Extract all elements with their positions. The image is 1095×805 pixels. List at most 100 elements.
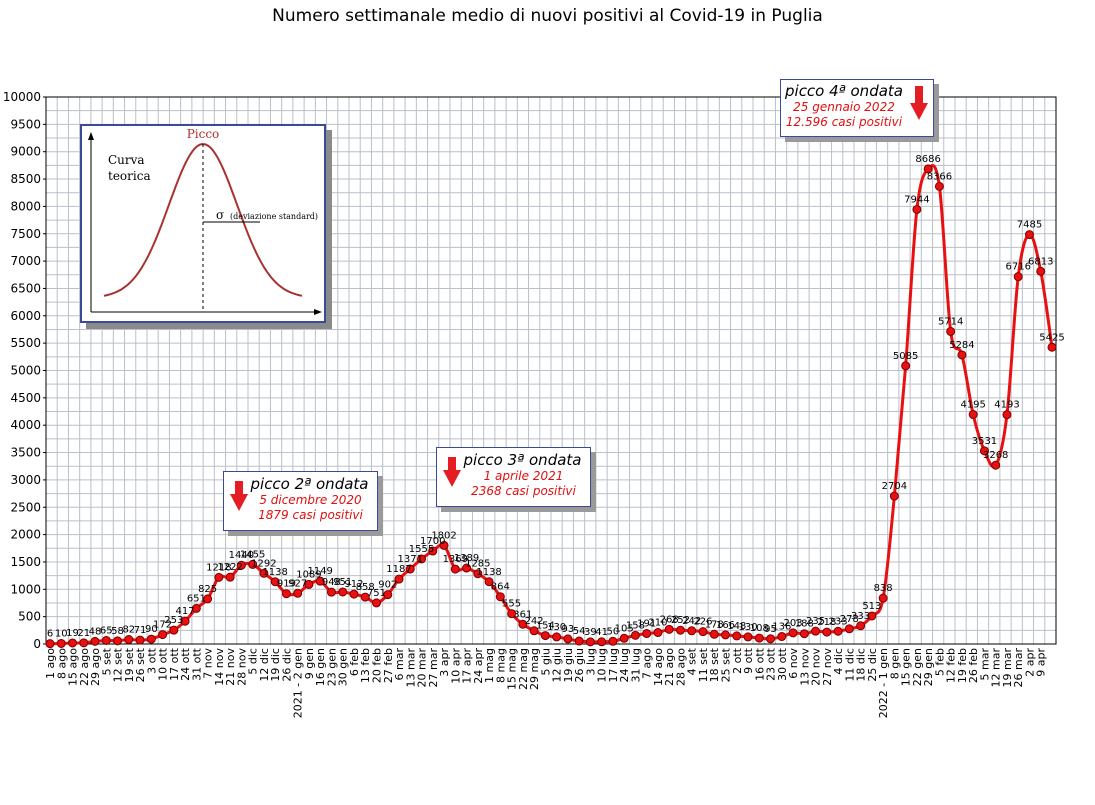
data-label: 417 [176,606,195,617]
data-label: 90 [145,624,158,635]
data-point [856,621,866,631]
data-label: 4193 [994,400,1019,411]
inset-peak-label: Picco [187,127,220,141]
data-label: 166 [716,620,735,631]
data-point [79,638,89,648]
x-tick-label: 5 set [100,647,113,675]
chart-title: Numero settimanale medio di nuovi positi… [272,6,823,26]
x-tick-label: 9 apr [1035,648,1048,677]
y-tick-label: 4500 [10,391,41,405]
data-point [788,628,798,638]
data-point [248,559,258,569]
data-label: 4195 [960,400,985,411]
data-label: 154 [536,621,555,632]
data-point [90,636,100,646]
y-tick-label: 2000 [10,528,41,542]
inset-x-arrow-icon [314,309,322,315]
x-tick-label: 29 gen [922,648,935,686]
data-point [619,633,629,643]
data-point [597,637,607,647]
data-point [912,204,922,214]
x-tick-label: 11 set [697,647,710,682]
x-tick-label: 13 nov [798,648,811,686]
x-tick-label: 17 ott [168,647,181,681]
x-tick-label: 27 nov [821,648,834,686]
x-tick-label: 10 ott [157,647,170,681]
y-tick-label: 7500 [10,227,41,241]
x-tick-label: 14 nov [213,648,226,686]
y-tick-label: 1000 [10,582,41,596]
data-label: 948 [322,577,341,588]
data-point [225,572,235,582]
data-label: 864 [491,582,510,593]
data-label: 50 [607,626,620,637]
data-label: 1455 [240,549,265,560]
data-point [349,589,359,599]
data-point [923,164,933,174]
x-tick-label: 19 giu [562,648,575,683]
data-label: 1802 [431,530,456,541]
x-tick-label: 22 gen [911,648,924,686]
y-tick-label: 9500 [10,117,41,131]
data-point [45,639,55,649]
data-point [799,629,809,639]
data-point [585,637,595,647]
data-label: 1187 [386,564,411,575]
data-label: 1222 [217,562,242,573]
x-tick-label: 28 ago [674,648,687,686]
data-label: 130 [738,622,757,633]
data-point [563,634,573,644]
x-tick-label: 6 mar [393,648,406,681]
x-tick-label: 27 mar [427,648,440,688]
y-tick-label: 2500 [10,500,41,514]
x-tick-label: 18 set [708,647,721,682]
data-label: 8686 [915,154,940,165]
x-tick-label: 19 dic [269,648,282,682]
data-label: 951 [333,577,352,588]
x-tick-label: 8 gen [888,648,901,679]
data-point [507,609,517,619]
data-labels: 6 101921486558827190172253417651825121812… [47,154,1065,640]
data-point [709,629,719,639]
x-tick-label: 3 ott [145,647,158,674]
data-point [270,577,280,587]
data-point [338,587,348,597]
x-tick-label: 19 mar [1001,648,1014,688]
y-tick-label: 3500 [10,446,41,460]
x-tick-label: 8 ago [55,648,68,679]
data-point [642,629,652,639]
data-point [495,592,505,602]
data-label: 912 [344,579,363,590]
data-point [383,590,393,600]
data-point [304,579,314,589]
data-label: 191 [637,619,656,630]
axes [43,96,1057,645]
data-point [529,626,539,636]
x-tick-label: 11 dic [843,648,856,682]
data-label: 3268 [983,450,1008,461]
data-point [664,624,674,634]
x-tick-label: 1 ago [44,648,57,679]
data-point [146,634,156,644]
data-label: 21 [77,628,90,639]
data-point [462,563,472,573]
data-label: 19 [66,628,79,639]
data-point [1024,230,1034,240]
data-label: 1218 [206,562,231,573]
data-label: 172 [153,620,172,631]
data-label: 252 [671,615,690,626]
data-label: 5284 [949,340,974,351]
data-point [191,603,201,613]
data-label: 39 [584,627,597,638]
y-tick-label: 5000 [10,364,41,378]
data-points [45,164,1057,649]
data-label: 210 [648,618,667,629]
data-label: 48 [89,626,102,637]
data-label: 226 [693,617,712,628]
x-tick-label: 12 feb [945,648,958,683]
data-label: 1149 [307,566,332,577]
data-point [68,638,78,648]
x-tick-label: 6 feb [348,648,361,676]
